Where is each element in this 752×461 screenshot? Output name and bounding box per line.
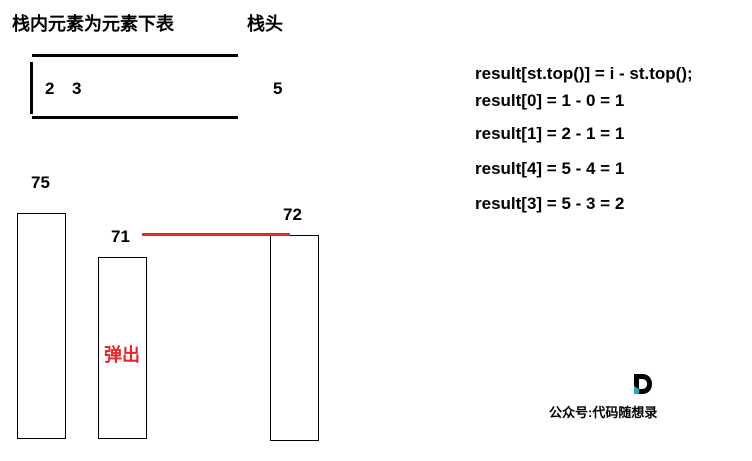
bar-value-label: 75 xyxy=(31,173,50,192)
bar-value-label: 72 xyxy=(283,205,302,224)
formula-line: result[4] = 5 - 4 = 1 xyxy=(475,159,625,178)
bar xyxy=(17,213,66,439)
stack-top-label: 栈头 xyxy=(247,14,283,34)
formula-line: result[1] = 2 - 1 = 1 xyxy=(475,124,625,143)
stack-top-border xyxy=(32,54,238,57)
bar xyxy=(98,257,147,439)
stack-bottom-border xyxy=(32,116,238,119)
stack-contents-label: 栈内元素为元素下表 xyxy=(12,14,174,34)
formula-line: result[0] = 1 - 0 = 1 xyxy=(475,91,625,110)
watermark-text: 公众号:代码随想录 xyxy=(549,405,658,420)
bar xyxy=(270,235,319,441)
formula-line: result[3] = 5 - 3 = 2 xyxy=(475,194,625,213)
stack-base-wall xyxy=(30,62,33,114)
formula-line: result[st.top()] = i - st.top(); xyxy=(475,64,693,83)
bar-value-label: 71 xyxy=(111,227,130,246)
incoming-element: 5 xyxy=(273,79,283,98)
comparison-line xyxy=(142,233,290,236)
logo-icon xyxy=(634,374,652,394)
stack-element: 2 xyxy=(45,79,55,98)
pop-annotation: 弹出 xyxy=(104,345,140,365)
stack-element: 3 xyxy=(72,79,82,98)
